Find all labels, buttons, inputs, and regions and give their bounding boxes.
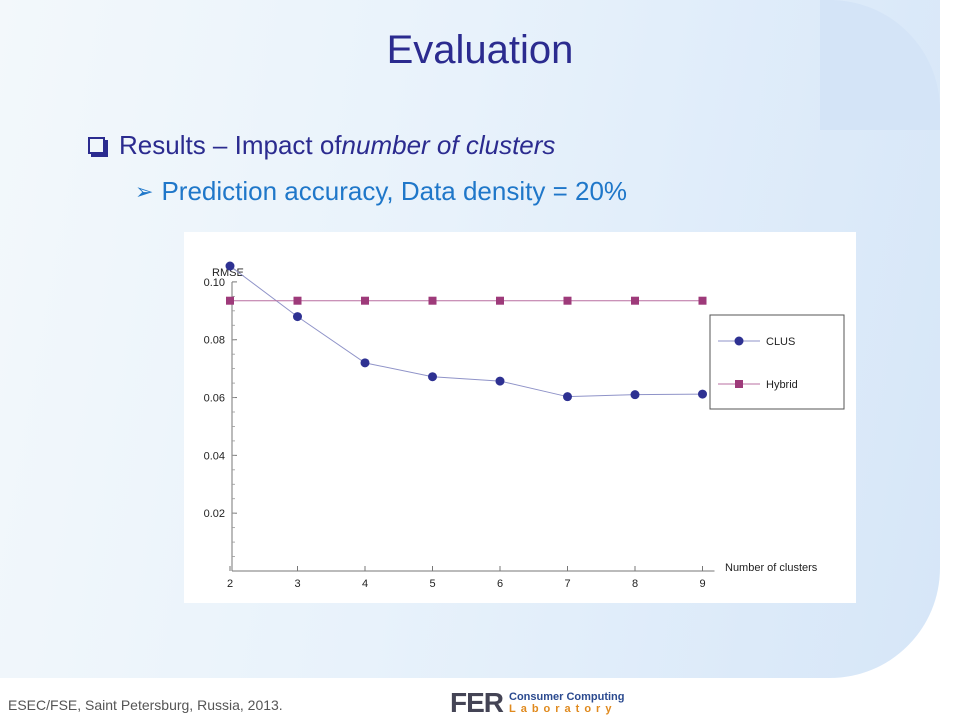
y-tick-label: 0.02 [204, 508, 225, 520]
rmse-chart: RMSE Number of clusters 0.02 0.04 0.06 0.08 0.… [184, 232, 856, 603]
bullet-results-prefix: Results – Impact of [119, 130, 342, 160]
legend-box [709, 314, 845, 410]
x-tick-label: 2 [227, 578, 233, 590]
y-tick-label: 0.04 [204, 450, 225, 462]
y-tick-label: 0.08 [204, 335, 225, 347]
series-line-clus [229, 265, 703, 398]
logo-line-1: Consumer Computing [509, 691, 625, 703]
x-tick-label: 6 [497, 578, 503, 590]
logo-line-2: Laboratory [509, 703, 617, 715]
legend-label-hybrid: Hybrid [766, 379, 798, 391]
bullet-results: Results – Impact of number of clusters [88, 130, 555, 161]
lab-logo: FER Consumer Computing Laboratory [450, 688, 625, 718]
x-tick-label: 7 [564, 578, 570, 590]
x-tick-label: 5 [429, 578, 435, 590]
logo-mark: FER [450, 687, 504, 718]
point-hybrid [361, 296, 369, 305]
x-tick-label: 8 [632, 578, 638, 590]
point-clus [225, 261, 235, 271]
arrow-bullet-icon: ➢ [135, 178, 154, 204]
legend-marker-hybrid [735, 380, 743, 388]
x-tick-label: 4 [362, 578, 368, 590]
point-hybrid [631, 296, 639, 305]
slide-title: Evaluation [386, 28, 574, 72]
legend-label-clus: CLUS [766, 336, 795, 348]
bullet-prediction-text: Prediction accuracy, Data density = 20% [161, 176, 628, 206]
point-hybrid [698, 296, 707, 305]
y-tick-label: 0.10 [204, 277, 225, 289]
bullet-results-emphasis: number of clusters [341, 130, 556, 160]
y-tick-label: 0.06 [204, 393, 225, 405]
point-clus [495, 376, 505, 386]
checkbox-bullet-icon [88, 137, 105, 154]
x-axis-label: Number of clusters [725, 562, 818, 574]
legend-marker-clus [734, 336, 744, 346]
point-hybrid [226, 296, 234, 305]
point-clus [698, 389, 707, 399]
point-hybrid [563, 296, 572, 305]
bullet-prediction-accuracy: ➢ Prediction accuracy, Data density = 20… [135, 176, 627, 207]
point-hybrid [496, 296, 504, 305]
point-clus [293, 312, 302, 322]
x-tick-label: 9 [699, 578, 705, 590]
point-clus [428, 372, 437, 382]
point-clus [630, 390, 640, 400]
point-hybrid [428, 296, 437, 305]
point-clus [360, 358, 370, 368]
point-clus [563, 392, 572, 402]
point-hybrid [293, 296, 302, 305]
x-tick-label: 3 [294, 578, 300, 590]
footer-conference: ESEC/FSE, Saint Petersburg, Russia, 2013… [8, 697, 283, 713]
